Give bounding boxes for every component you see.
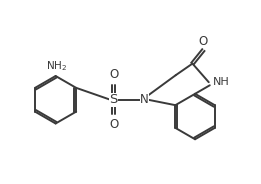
Text: NH$_2$: NH$_2$: [46, 60, 68, 73]
Text: NH: NH: [213, 77, 230, 87]
Text: S: S: [110, 93, 118, 106]
Text: O: O: [199, 35, 208, 48]
Text: N: N: [140, 93, 149, 106]
Text: O: O: [109, 68, 118, 81]
Text: O: O: [109, 118, 118, 131]
